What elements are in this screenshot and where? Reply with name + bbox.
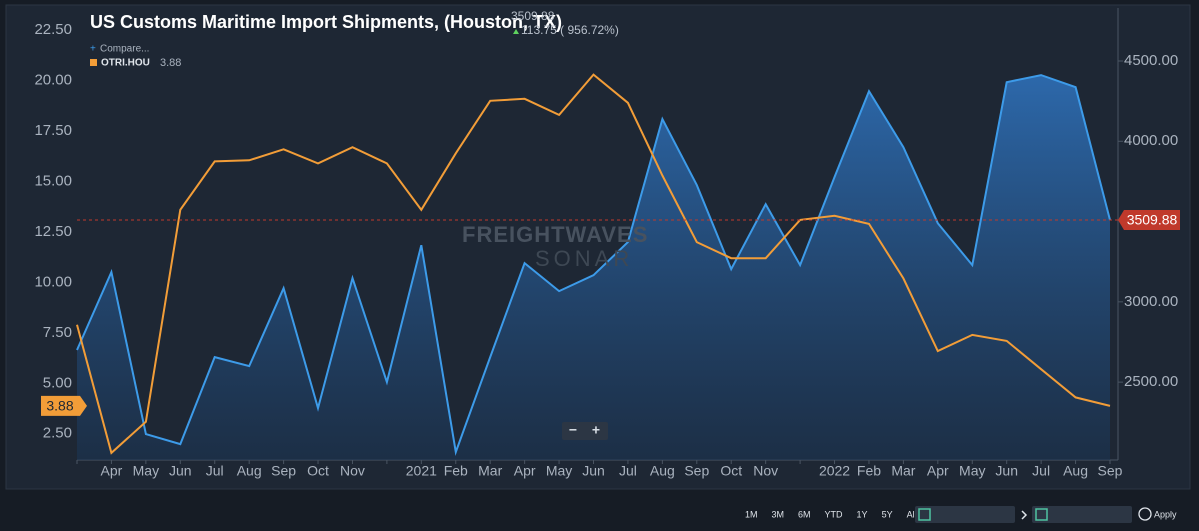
area — [77, 75, 1110, 460]
x-tick-label: Aug — [650, 463, 675, 479]
range-button[interactable]: YTD — [825, 509, 844, 519]
x-tick-label: Apr — [927, 463, 949, 479]
change: 113.75 ( 956.72%) — [521, 23, 619, 37]
x-tick-label: Oct — [307, 463, 329, 479]
y2-tick-label: 2500.00 — [1124, 373, 1178, 390]
zoom-out[interactable]: − — [569, 422, 577, 438]
x-tick-label: Feb — [444, 463, 468, 479]
apply-icon — [1138, 507, 1152, 521]
x-tick-label: Nov — [340, 463, 365, 479]
y2-tick-label: 3000.00 — [1124, 293, 1178, 310]
y-tick-label: 2.50 — [43, 425, 72, 442]
y-tick-label: 5.00 — [43, 374, 72, 391]
chart-title: US Customs Maritime Import Shipments, (H… — [90, 12, 562, 32]
date-input[interactable] — [915, 506, 1015, 523]
x-tick-label: Jun — [169, 463, 192, 479]
watermark: SONAR — [535, 246, 633, 271]
y-tick-label: 17.50 — [34, 122, 72, 139]
line — [76, 74, 1111, 457]
legend-label: OTRI.HOU — [101, 58, 150, 69]
x-tick-label: Mar — [478, 463, 502, 479]
date-input[interactable] — [1032, 506, 1132, 523]
x-tick-label: May — [959, 463, 985, 479]
x-tick-label: Apr — [514, 463, 536, 479]
y-tick-label: 7.50 — [43, 324, 72, 341]
x-tick-label: Jul — [619, 463, 637, 479]
range-button[interactable]: 5Y — [882, 509, 893, 519]
y-tick-label: 22.50 — [34, 21, 72, 38]
x-tick-label: Sep — [684, 463, 709, 479]
range-button[interactable]: 3M — [772, 509, 785, 519]
range-button[interactable]: 6M — [798, 509, 811, 519]
x-tick-label: Feb — [857, 463, 881, 479]
legend-swatch — [90, 59, 97, 66]
x-tick-label: May — [133, 463, 159, 479]
calendar-icon — [1035, 508, 1048, 521]
last-value-label: 3.88 — [46, 398, 73, 414]
y-tick-label: 12.50 — [34, 223, 72, 240]
zoom-in[interactable]: + — [592, 422, 600, 438]
y-tick-label: 10.00 — [34, 273, 72, 290]
x-tick-label: Aug — [1063, 463, 1088, 479]
date-arrow — [1021, 510, 1028, 520]
watermark: FREIGHTWAVES — [462, 222, 648, 247]
last-value-tag — [41, 395, 87, 416]
y-tick-label: 20.00 — [34, 72, 72, 89]
x-tick-label: Sep — [271, 463, 296, 479]
x-tick-label: May — [546, 463, 572, 479]
x-tick-label: Jun — [582, 463, 605, 479]
last-value: 3509.88 — [511, 9, 555, 23]
x-tick-label: Apr — [101, 463, 123, 479]
last-value-label: 3509.88 — [1127, 212, 1178, 228]
x-tick-label: Aug — [237, 463, 262, 479]
x-tick-label: Jul — [1032, 463, 1050, 479]
legend-value: 3.88 — [160, 57, 181, 69]
compare-plus[interactable]: + — [90, 44, 96, 55]
range-button[interactable]: 1Y — [857, 509, 868, 519]
x-tick-label: Mar — [891, 463, 915, 479]
range-button[interactable]: All — [907, 509, 917, 519]
y-tick-label: 15.00 — [34, 173, 72, 190]
x-tick-label: Jun — [995, 463, 1018, 479]
last-value-tag — [1118, 209, 1180, 230]
up-arrow — [513, 29, 519, 34]
x-tick-label: 2022 — [819, 463, 850, 479]
x-tick-label: Jul — [206, 463, 224, 479]
line — [76, 73, 1111, 455]
x-tick-label: 2021 — [406, 463, 437, 479]
x-tick-label: Oct — [720, 463, 742, 479]
range-button[interactable]: 1M — [745, 509, 758, 519]
x-tick-label: Sep — [1098, 463, 1123, 479]
y2-tick-label: 4500.00 — [1124, 52, 1178, 69]
zoom-box — [562, 422, 608, 440]
compare[interactable]: Compare... — [100, 44, 149, 55]
apply-button[interactable]: Apply — [1154, 509, 1177, 519]
calendar-icon — [918, 508, 931, 521]
y2-tick-label: 4000.00 — [1124, 132, 1178, 149]
x-tick-label: Nov — [753, 463, 778, 479]
